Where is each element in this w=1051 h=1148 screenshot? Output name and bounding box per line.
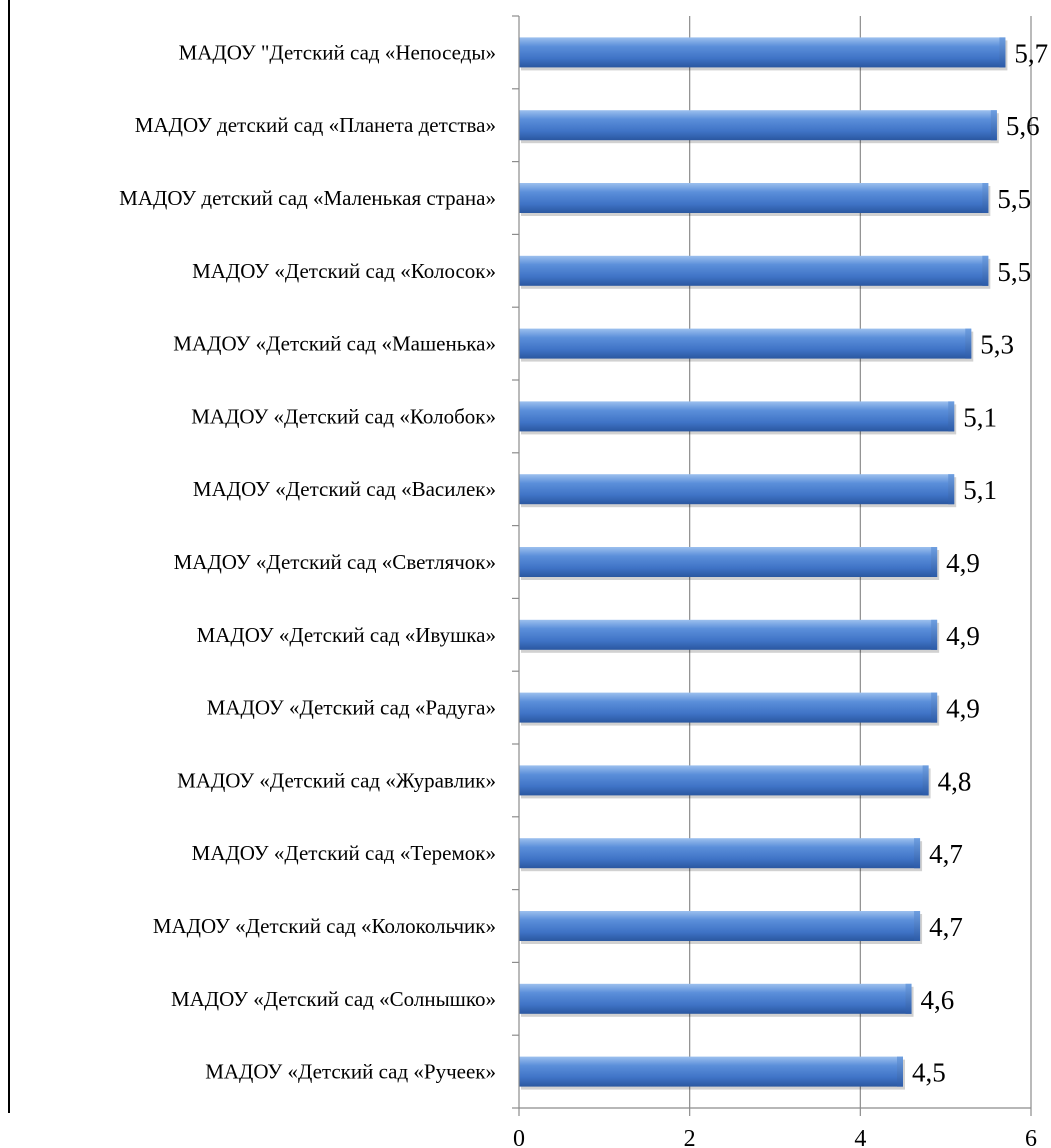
bar — [519, 183, 991, 216]
category-label: МАДОУ «Детский сад «Ивушка» — [197, 623, 496, 647]
category-label: МАДОУ «Детский сад «Теремок» — [192, 841, 496, 865]
value-label: 5,5 — [997, 184, 1031, 214]
category-label: МАДОУ детский сад «Планета детства» — [135, 113, 496, 137]
value-label: 4,6 — [921, 985, 955, 1015]
value-label: 5,3 — [980, 330, 1014, 360]
bar — [519, 474, 957, 508]
x-tick-label: 2 — [684, 1126, 696, 1148]
bar — [519, 1056, 905, 1090]
bar — [519, 983, 914, 1017]
value-label: 4,9 — [946, 694, 980, 724]
category-label: МАДОУ «Детский сад «Солнышко» — [171, 987, 496, 1011]
bar — [519, 547, 940, 580]
category-label: МАДОУ «Детский сад «Колосок» — [192, 259, 496, 283]
bar — [519, 838, 923, 872]
value-label: 4,9 — [946, 621, 980, 651]
bar — [519, 37, 1008, 71]
category-label: МАДОУ «Детский сад «Колокольчик» — [153, 914, 496, 938]
value-label: 5,1 — [963, 402, 997, 432]
axes — [512, 15, 1032, 1116]
category-label: МАДОУ «Детский сад «Ручеек» — [205, 1060, 496, 1084]
value-labels: 5,7 5,6 5,5 5,5 5,3 5,1 5,1 4,9 4,9 4,9 4,8 4,7 4,7 4… — [912, 38, 1048, 1087]
category-labels: МАДОУ "Детский сад «Непоседы» МАДОУ детск… — [119, 40, 496, 1083]
value-label: 5,7 — [1014, 38, 1048, 68]
value-label: 5,1 — [963, 475, 997, 505]
category-label: МАДОУ «Детский сад «Колобок» — [191, 404, 496, 428]
bar — [519, 765, 931, 799]
bar — [519, 110, 999, 144]
value-label: 5,5 — [997, 257, 1031, 287]
category-label: МАДОУ «Детский сад «Светлячок» — [174, 550, 496, 574]
x-tick-label: 4 — [854, 1126, 866, 1148]
value-label: 5,6 — [1006, 111, 1040, 141]
bars-group — [519, 37, 1008, 1090]
x-tick-labels: 0 2 4 6 — [513, 1126, 1037, 1148]
category-label: МАДОУ «Детский сад «Радуга» — [207, 696, 496, 720]
value-label: 4,7 — [929, 912, 963, 942]
category-label: МАДОУ «Детский сад «Василек» — [193, 477, 496, 501]
x-tick-label: 6 — [1025, 1126, 1037, 1148]
bar — [519, 911, 923, 944]
category-label: МАДОУ детский сад «Маленькая страна» — [119, 186, 496, 210]
category-label: МАДОУ "Детский сад «Непоседы» — [179, 40, 496, 64]
bar — [519, 692, 940, 726]
value-label: 4,7 — [929, 839, 963, 869]
x-tick-label: 0 — [513, 1126, 525, 1148]
category-label: МАДОУ «Детский сад «Машенька» — [173, 332, 496, 356]
bar — [519, 328, 974, 362]
bar — [519, 255, 991, 289]
value-label: 4,5 — [912, 1058, 946, 1088]
bar — [519, 401, 957, 435]
value-label: 4,9 — [946, 548, 980, 578]
value-label: 4,8 — [938, 766, 972, 796]
category-label: МАДОУ «Детский сад «Журавлик» — [177, 768, 496, 792]
bar — [519, 619, 940, 653]
